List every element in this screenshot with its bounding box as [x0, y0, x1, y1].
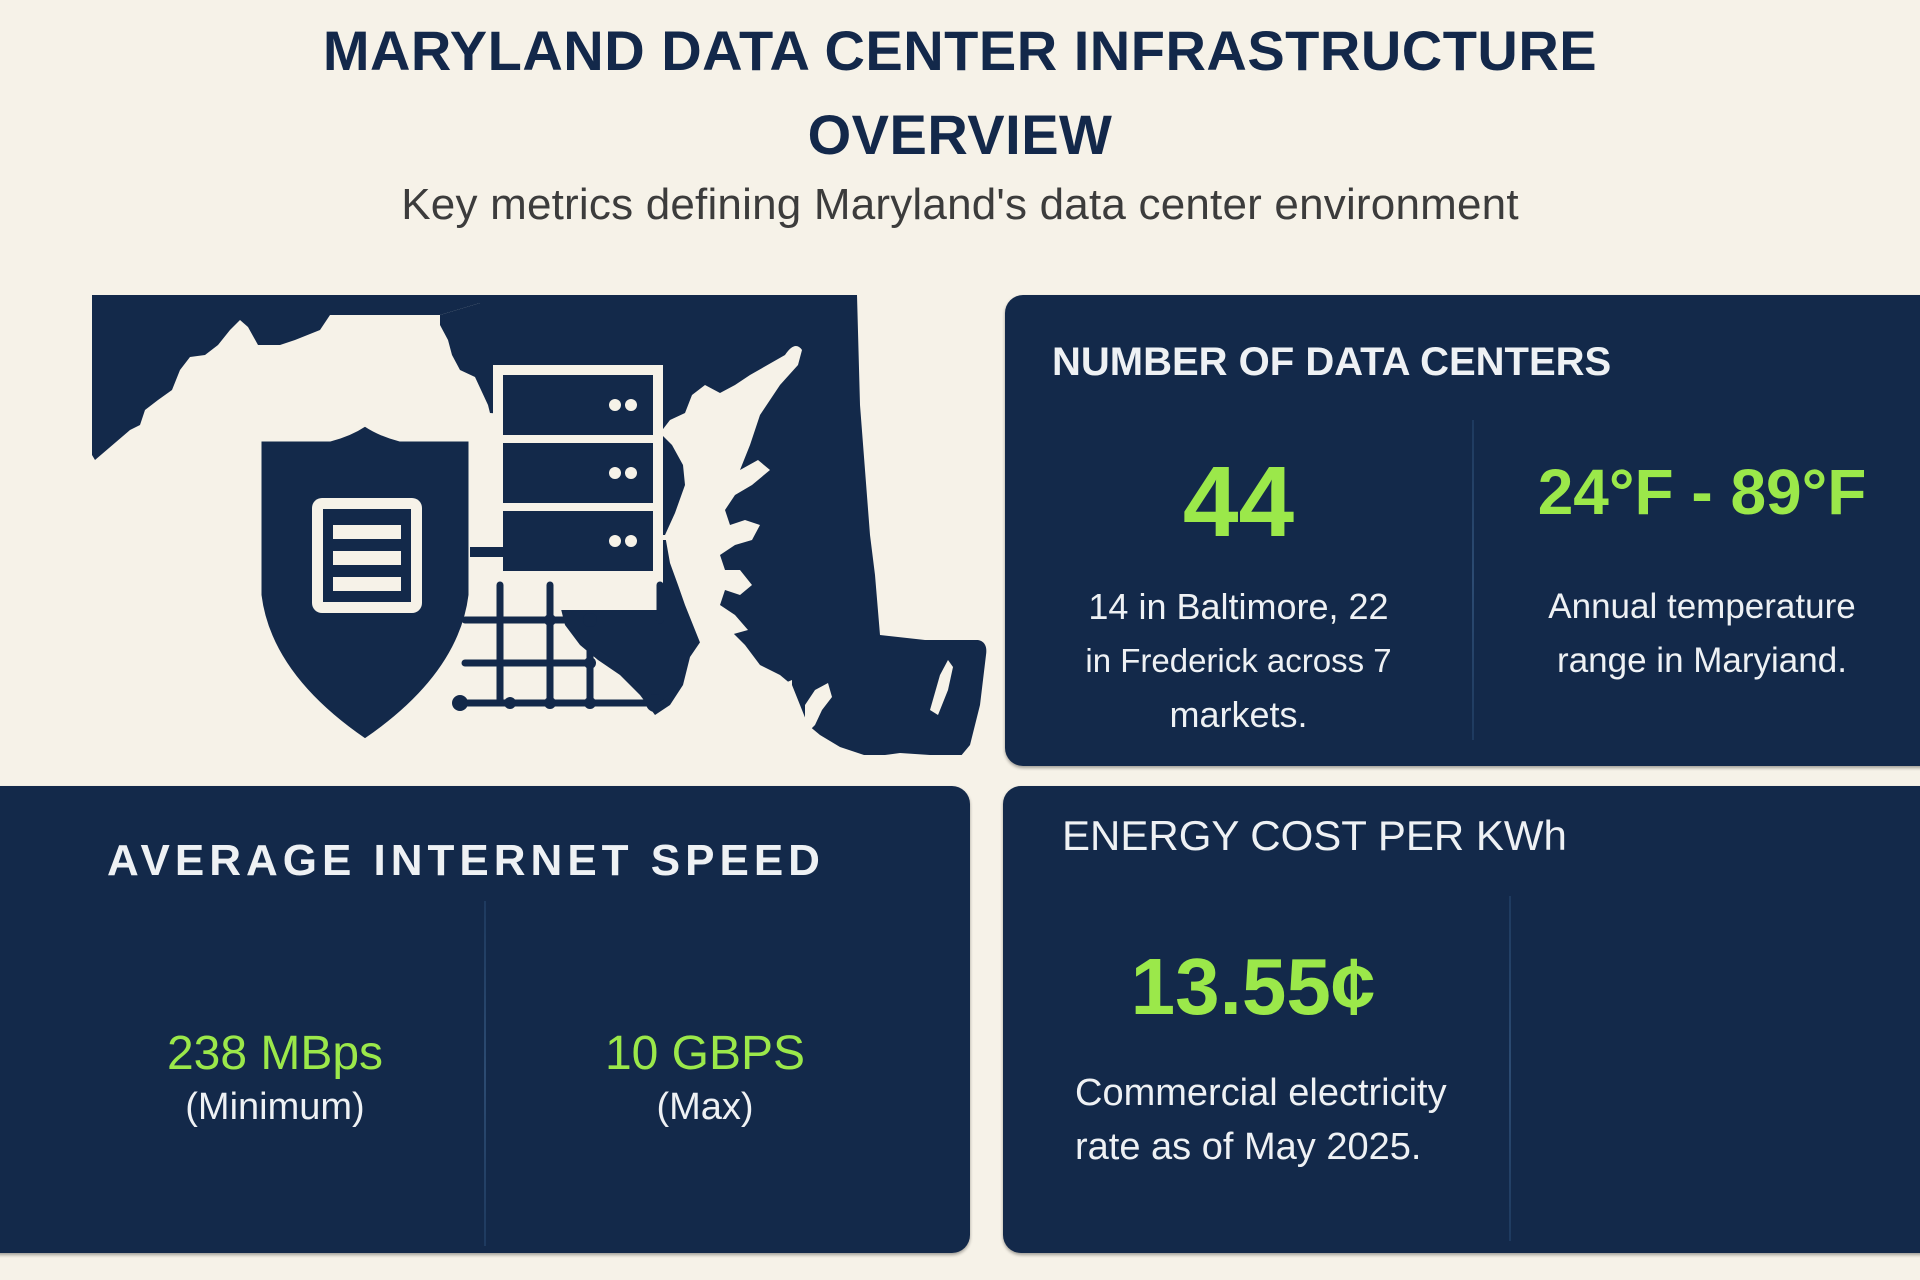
desc-line: markets.	[1169, 694, 1308, 735]
desc-line: Annual temperature	[1548, 587, 1856, 626]
panel-divider	[1509, 896, 1511, 1241]
temperature-description: Annual temperature range in Maryiand.	[1472, 580, 1920, 688]
desc-line: range in Maryiand.	[1557, 641, 1847, 680]
energy-cost-value: 13.55¢	[1130, 942, 1376, 1031]
data-center-count-description: 14 in Baltimore, 22 in Frederick across …	[1005, 580, 1472, 742]
page-subtitle: Key metrics defining Maryland's data cen…	[401, 180, 1519, 229]
max-speed-value: 10 GBPS	[604, 1027, 806, 1080]
page-title-line-2: OVERVIEW	[807, 103, 1113, 166]
desc-line: rate as of May 2025.	[1075, 1126, 1422, 1168]
max-speed-label: (Max)	[656, 1086, 754, 1128]
panel-divider	[1472, 420, 1474, 740]
internet-speed-heading: AVERAGE INTERNET SPEED	[107, 836, 825, 885]
temperature-range: 24°F - 89°F	[1537, 456, 1867, 528]
min-speed-value: 238 MBps	[166, 1027, 384, 1080]
desc-line: in Frederick across 7	[1085, 642, 1392, 679]
min-speed-label: (Minimum)	[185, 1086, 365, 1128]
data-centers-heading: NUMBER OF DATA CENTERS	[1052, 340, 1612, 384]
page-title-line-1: MARYLAND DATA CENTER INFRASTRUCTURE	[322, 19, 1598, 82]
maryland-map-icon	[92, 295, 987, 757]
energy-cost-description: Commercial electricity rate as of May 20…	[1075, 1066, 1447, 1174]
maryland-illustration	[80, 285, 1000, 757]
data-centers-panel: NUMBER OF DATA CENTERS 44 14 in Baltimor…	[1005, 295, 1920, 766]
energy-cost-panel: ENERGY COST PER KWh 13.55¢ Commercial el…	[1003, 786, 1920, 1253]
desc-line: Commercial electricity	[1075, 1072, 1447, 1114]
panel-divider	[484, 901, 486, 1246]
internet-speed-panel: AVERAGE INTERNET SPEED 238 MBps (Minimum…	[0, 786, 970, 1253]
energy-cost-heading: ENERGY COST PER KWh	[1062, 812, 1567, 859]
data-center-count: 44	[1182, 446, 1295, 558]
desc-line: 14 in Baltimore, 22	[1088, 586, 1389, 627]
